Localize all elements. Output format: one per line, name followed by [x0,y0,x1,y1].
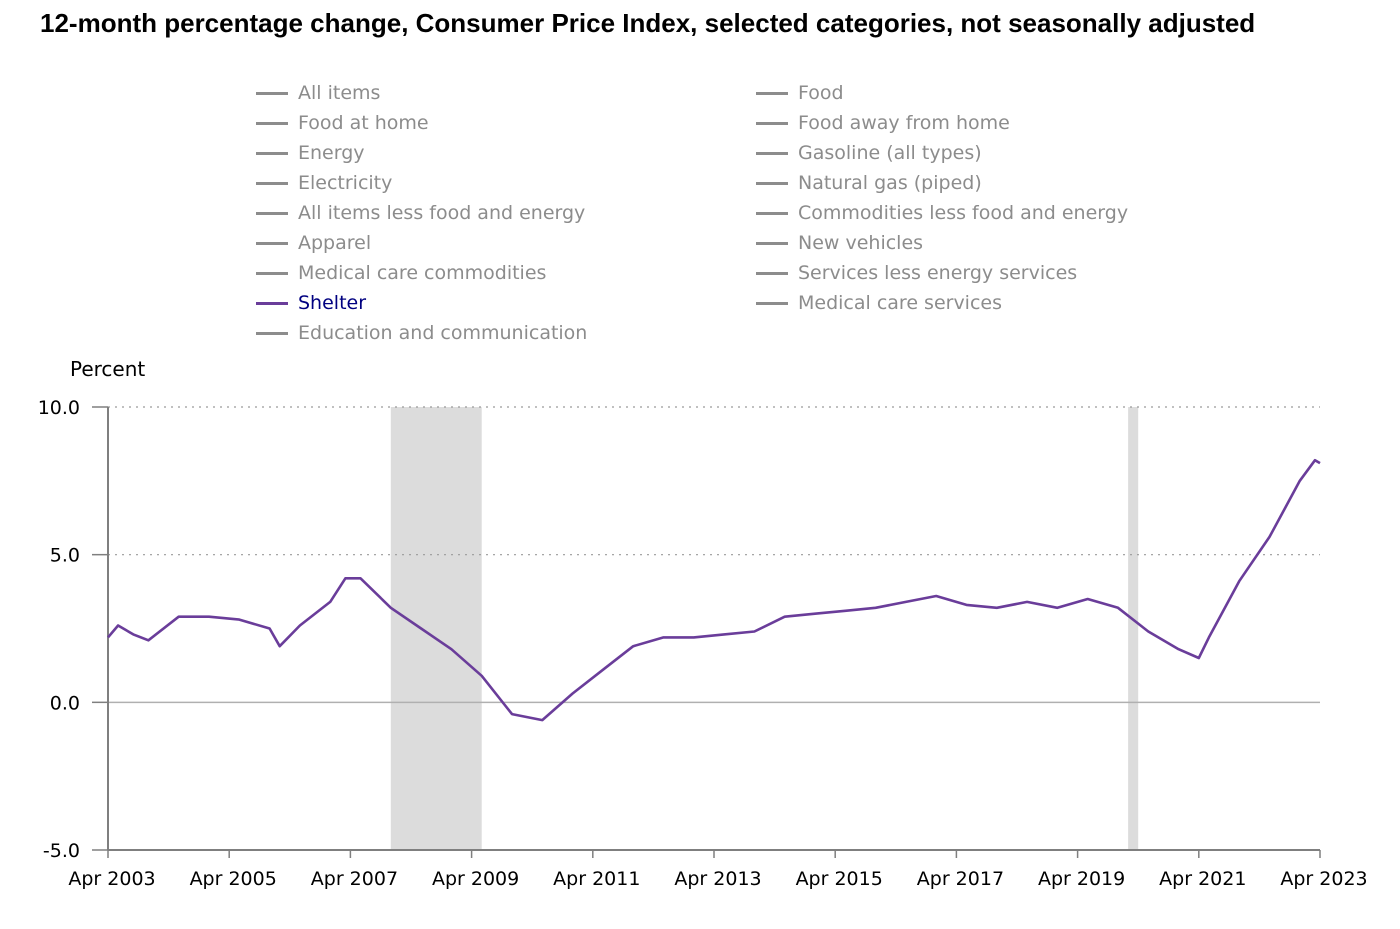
chart-title: 12-month percentage change, Consumer Pri… [40,8,1256,38]
legend-item-food-at-home[interactable]: Food at home [256,108,429,138]
recession-band [1128,407,1139,850]
legend-item-all-items-less-food-and-energy[interactable]: All items less food and energy [256,198,585,228]
x-tick-label: Apr 2009 [432,868,519,890]
x-tick-label: Apr 2023 [1280,868,1367,890]
x-tick-label: Apr 2007 [311,868,398,890]
legend-label: Food at home [298,112,429,134]
y-tick-label: -5.0 [43,840,80,862]
y-tick-label: 5.0 [50,545,80,567]
legend-label: All items less food and energy [298,202,586,224]
legend-swatch [256,91,288,95]
legend-swatch [756,151,788,155]
legend-swatch [256,271,288,275]
legend: All items Food at home Energy Electricity Al… [256,78,1256,348]
legend-item-food-away-from-home[interactable]: Food away from home [756,108,1010,138]
x-tick-label: Apr 2019 [1038,868,1125,890]
x-tick-label: Apr 2017 [917,868,1004,890]
legend-label: Food [798,82,844,104]
x-tick-label: Apr 2015 [796,868,883,890]
legend-label: Natural gas (piped) [798,172,982,194]
legend-swatch [256,181,288,185]
x-tick-label: Apr 2003 [68,868,155,890]
x-tick-label: Apr 2021 [1159,868,1246,890]
x-tick-label: Apr 2011 [553,868,640,890]
legend-swatch [256,301,288,305]
legend-label: Education and communication [298,322,588,344]
legend-item-medical-care-commodities[interactable]: Medical care commodities [256,258,546,288]
legend-swatch [756,181,788,185]
legend-label: Energy [298,142,365,164]
legend-label: Medical care services [798,292,1002,314]
legend-swatch [256,241,288,245]
legend-item-medical-care-services[interactable]: Medical care services [756,288,1002,318]
legend-item-all-items[interactable]: All items [256,78,380,108]
legend-label: Apparel [298,232,372,254]
legend-swatch [256,121,288,125]
legend-label: Medical care commodities [298,262,547,284]
y-axis-label: Percent [70,357,145,381]
x-tick-label: Apr 2005 [190,868,277,890]
legend-label: Electricity [298,172,393,194]
legend-swatch [756,211,788,215]
x-tick-label: Apr 2013 [674,868,761,890]
legend-label: New vehicles [798,232,924,254]
legend-item-commodities-less-food-and-energy[interactable]: Commodities less food and energy [756,198,1128,228]
y-tick-label: 0.0 [50,692,80,714]
legend-item-shelter[interactable]: Shelter [256,288,366,318]
legend-item-food[interactable]: Food [756,78,844,108]
legend-label: Services less energy services [798,262,1078,284]
legend-item-apparel[interactable]: Apparel [256,228,371,258]
legend-swatch [756,121,788,125]
legend-swatch [256,151,288,155]
y-tick-label: 10.0 [38,397,80,419]
legend-label: Food away from home [798,112,1010,134]
legend-swatch [256,331,288,335]
series-line-shelter [107,458,1321,722]
legend-swatch [756,241,788,245]
legend-swatch [756,271,788,275]
legend-item-services-less-energy-services[interactable]: Services less energy services [756,258,1077,288]
legend-item-electricity[interactable]: Electricity [256,168,392,198]
legend-swatch [756,301,788,305]
legend-item-natural-gas-piped[interactable]: Natural gas (piped) [756,168,982,198]
legend-label: Commodities less food and energy [798,202,1129,224]
legend-item-energy[interactable]: Energy [256,138,365,168]
legend-swatch [256,211,288,215]
legend-swatch [756,91,788,95]
legend-label: All items [298,82,381,104]
legend-item-new-vehicles[interactable]: New vehicles [756,228,923,258]
recession-band [390,407,482,850]
legend-item-education-and-communication[interactable]: Education and communication [256,318,587,348]
legend-label: Shelter [298,292,367,314]
legend-label: Gasoline (all types) [798,142,982,164]
legend-item-gasoline-all-types[interactable]: Gasoline (all types) [756,138,982,168]
